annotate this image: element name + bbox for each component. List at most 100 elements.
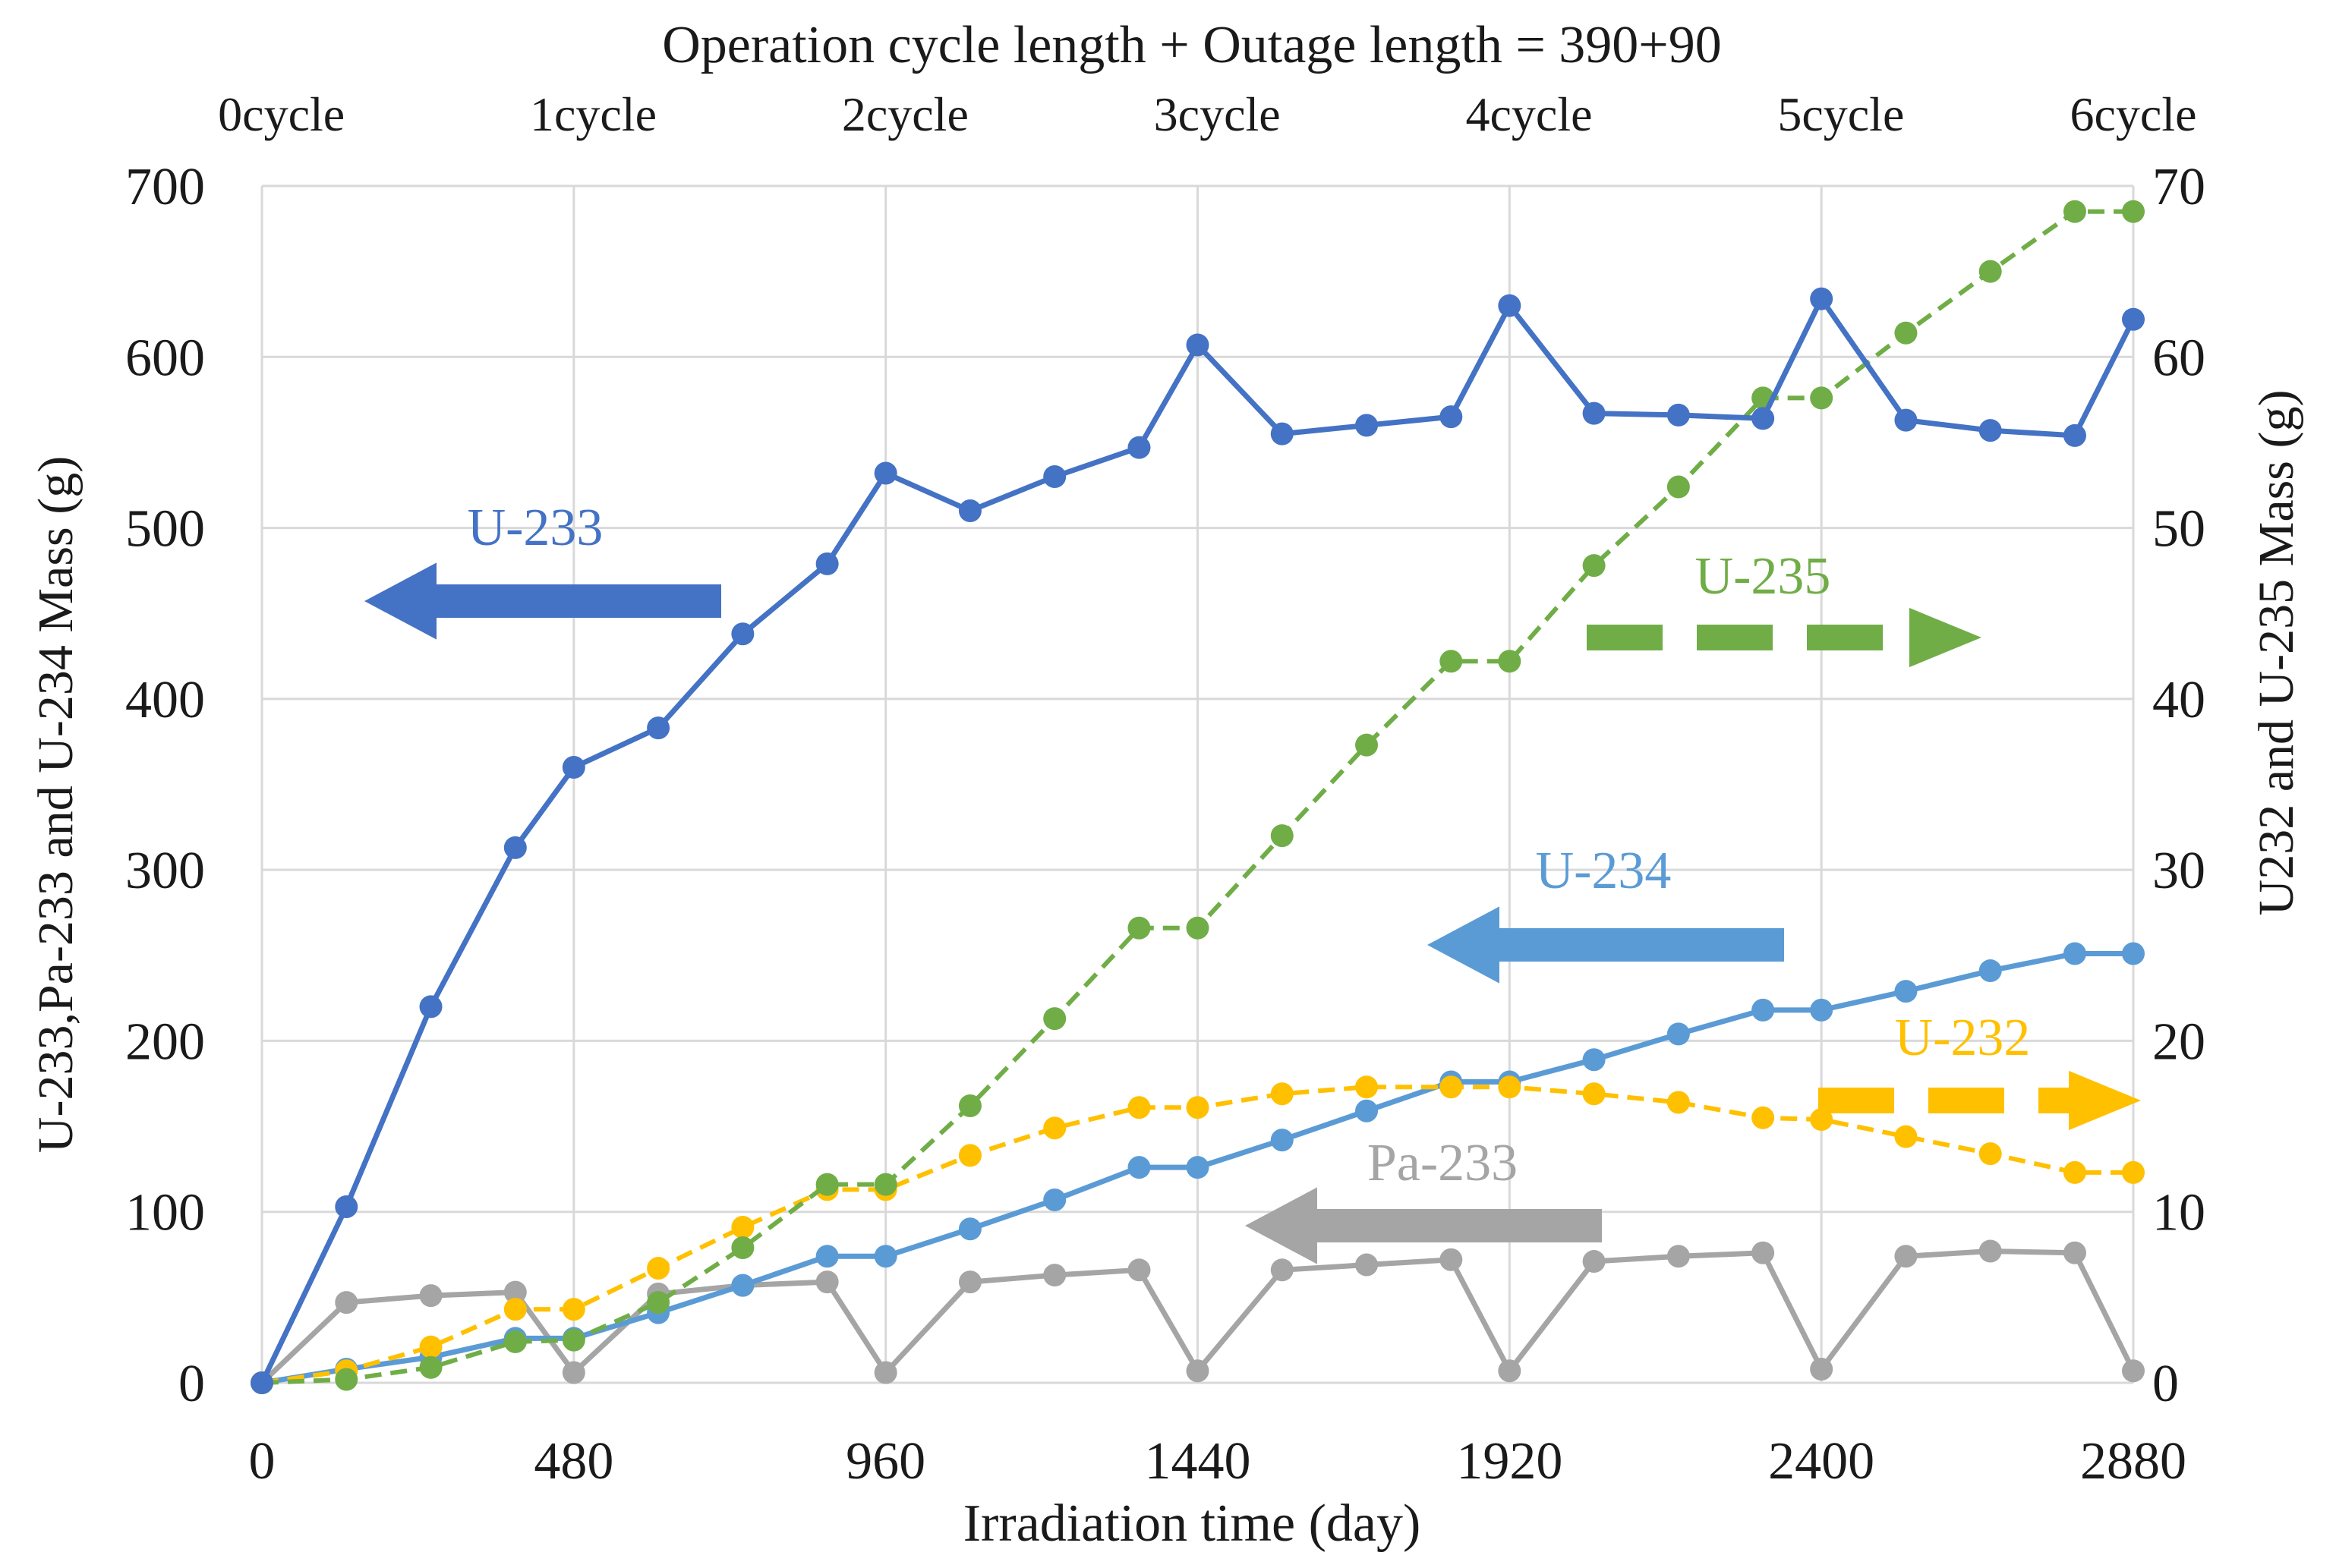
data-point-u-234 — [2063, 942, 2086, 965]
cycle-label: 5cycle — [1777, 87, 1904, 141]
data-point-u-232 — [647, 1257, 670, 1280]
data-point-u-235 — [815, 1173, 839, 1196]
data-point-u-232 — [1127, 1096, 1151, 1119]
cycle-label: 3cycle — [1154, 87, 1281, 141]
annotation-arrow-head-u-235 — [1909, 607, 1981, 668]
data-point-u-232 — [1751, 1106, 1775, 1129]
y-right-tick-label: 30 — [2152, 842, 2205, 900]
data-point-u-235 — [335, 1368, 358, 1391]
data-point-u-232 — [2122, 1160, 2145, 1184]
data-point-u-234 — [1270, 1129, 1294, 1152]
data-point-u-235 — [1186, 916, 1209, 940]
data-point-u-233 — [503, 836, 527, 859]
data-point-u-232 — [1270, 1082, 1294, 1106]
axes: 0 480 960 1440 1920 2400 288001002003004005006… — [125, 87, 2205, 1491]
data-point-u-234 — [815, 1245, 839, 1268]
data-point-pa-233 — [1582, 1250, 1606, 1274]
data-point-u-232 — [2063, 1160, 2086, 1184]
data-point-u-233 — [1355, 414, 1379, 437]
data-point-u-232 — [1978, 1142, 2002, 1166]
data-point-u-234 — [1043, 1188, 1067, 1211]
data-point-u-233 — [1666, 403, 1690, 427]
data-point-u-232 — [1439, 1075, 1463, 1099]
data-point-u-233 — [1978, 419, 2002, 442]
annotation-label-u-232: U-232 — [1895, 1009, 2031, 1067]
y-right-tick-label: 10 — [2152, 1184, 2205, 1242]
data-point-u-234 — [2122, 942, 2145, 965]
x-tick-label: 1920 — [1456, 1432, 1562, 1491]
data-point-pa-233 — [815, 1270, 839, 1294]
data-point-u-233 — [419, 995, 443, 1019]
y-left-tick-label: 500 — [125, 500, 205, 559]
data-point-u-233 — [647, 716, 670, 740]
data-point-u-235 — [1439, 650, 1463, 673]
y-right-tick-label: 40 — [2152, 671, 2205, 729]
data-point-u-233 — [958, 499, 982, 523]
annotation-u-233: U-233 — [364, 499, 721, 640]
cycle-label: 1cycle — [530, 87, 657, 141]
data-point-u-232 — [562, 1298, 585, 1321]
y-left-tick-label: 100 — [125, 1184, 205, 1242]
data-point-u-235 — [1043, 1007, 1067, 1031]
data-point-u-232 — [1498, 1075, 1521, 1099]
data-point-u-234 — [1978, 959, 2002, 983]
y-axis-label-right: U232 and U-235 Mass (g) — [2249, 390, 2304, 916]
data-point-u-233 — [815, 552, 839, 575]
series-layer — [251, 200, 2145, 1394]
data-point-u-233 — [2063, 423, 2086, 447]
x-tick-label: 2880 — [2080, 1432, 2186, 1491]
y-left-tick-label: 0 — [178, 1355, 205, 1413]
data-point-u-234 — [874, 1245, 897, 1268]
data-point-u-235 — [2122, 200, 2145, 223]
data-point-u-233 — [1751, 407, 1775, 430]
data-point-u-233 — [1582, 401, 1606, 425]
cycle-label: 6cycle — [2070, 87, 2197, 141]
annotations: U-233 U-235 U-234 U-232 Pa-233 — [364, 499, 2141, 1264]
annotation-label-u-233: U-233 — [468, 499, 604, 557]
data-point-u-233 — [1439, 405, 1463, 429]
annotation-arrow-head-u-234 — [1427, 906, 1499, 984]
data-point-u-232 — [1186, 1096, 1209, 1119]
data-point-u-233 — [1186, 333, 1209, 357]
cycle-label: 0cycle — [218, 87, 345, 141]
y-right-tick-label: 70 — [2152, 158, 2205, 216]
data-point-u-235 — [1810, 386, 1833, 410]
chart-title: Operation cycle length + Outage length =… — [662, 16, 1722, 74]
data-point-u-233 — [1270, 422, 1294, 446]
data-point-u-233 — [251, 1371, 273, 1394]
data-point-u-235 — [1355, 733, 1379, 757]
data-point-u-233 — [1894, 408, 1918, 432]
data-point-u-235 — [1270, 824, 1294, 848]
data-point-u-235 — [1582, 554, 1606, 578]
data-point-u-235 — [874, 1173, 897, 1196]
y-right-tick-label: 0 — [2152, 1355, 2179, 1413]
data-point-pa-233 — [2063, 1241, 2086, 1264]
data-point-pa-233 — [1355, 1253, 1379, 1277]
data-point-u-235 — [2063, 200, 2086, 223]
data-point-u-234 — [1186, 1156, 1209, 1179]
annotation-label-pa-233: Pa-233 — [1367, 1134, 1518, 1192]
cycle-label: 4cycle — [1466, 87, 1593, 141]
data-point-u-232 — [1043, 1116, 1067, 1140]
x-tick-label: 480 — [534, 1432, 613, 1491]
data-point-u-235 — [1894, 321, 1918, 345]
data-point-u-235 — [647, 1291, 670, 1315]
data-point-pa-233 — [1186, 1359, 1209, 1383]
data-point-u-234 — [1751, 998, 1775, 1022]
grid — [260, 184, 2135, 1384]
y-right-tick-label: 50 — [2152, 500, 2205, 559]
data-point-u-232 — [1894, 1125, 1918, 1148]
data-point-u-233 — [1498, 294, 1521, 317]
data-point-u-234 — [1582, 1048, 1606, 1072]
data-point-pa-233 — [1666, 1245, 1690, 1268]
data-point-u-234 — [1894, 980, 1918, 1003]
x-tick-label: 960 — [846, 1432, 925, 1491]
y-left-tick-label: 600 — [125, 329, 205, 387]
data-point-u-233 — [874, 461, 897, 485]
data-point-pa-233 — [1894, 1245, 1918, 1268]
y-left-tick-label: 200 — [125, 1012, 205, 1071]
data-point-pa-233 — [958, 1270, 982, 1294]
data-point-u-234 — [1355, 1099, 1379, 1122]
series-u-233 — [251, 287, 2145, 1394]
